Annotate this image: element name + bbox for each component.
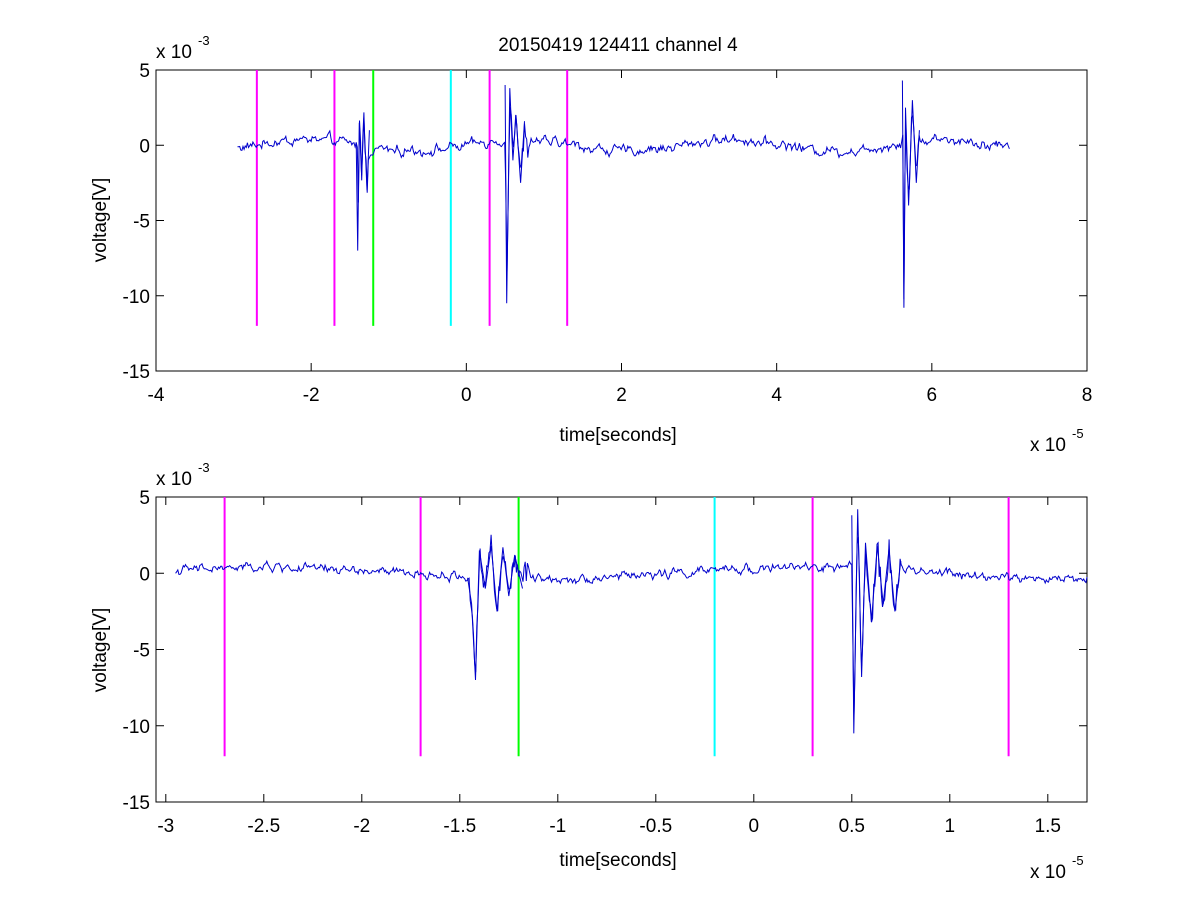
top-y-tick-label: -10 [123, 287, 150, 308]
top-x-axis-label: time[seconds] [559, 425, 676, 446]
bottom-signal-burst [467, 545, 523, 681]
bottom-y-multiplier-exponent: -3 [198, 460, 210, 475]
top-y-tick-label: 0 [139, 136, 150, 157]
bottom-y-axis-label: voltage[V] [90, 608, 111, 693]
bottom-y-tick-label: 5 [139, 488, 150, 509]
top-y-tick-label: 5 [139, 61, 150, 82]
bottom-x-tick-label: -3 [157, 816, 174, 837]
bottom-x-multiplier-exponent: -5 [1072, 853, 1084, 868]
bottom-y-tick-label: 0 [139, 564, 150, 585]
bottom-x-tick-label: -0.5 [639, 816, 672, 837]
bottom-x-tick-label: -2 [353, 816, 370, 837]
top-x-tick-label: 4 [771, 385, 782, 406]
top-signal-burst [504, 84, 525, 304]
bottom-axes: -3 -2.5 -2 -1.5 -1 -0.5 0 0.5 1 1.5 -15 -10 -5 0 5 ti… [90, 460, 1088, 883]
figure-title: 20150419 124411 channel 4 [498, 35, 738, 56]
top-signal-burst [355, 118, 370, 251]
bottom-signal-series [175, 509, 1088, 734]
top-x-ticks: -4 -2 0 2 4 6 8 [148, 70, 1093, 406]
bottom-marker-lines [223, 497, 1010, 757]
top-x-tick-label: 6 [927, 385, 938, 406]
bottom-x-tick-label: -1.5 [443, 816, 476, 837]
top-x-tick-label: 8 [1082, 385, 1093, 406]
top-x-tick-label: 2 [616, 385, 627, 406]
top-x-multiplier-exponent: -5 [1072, 426, 1084, 441]
top-signal-burst [901, 80, 920, 308]
top-y-ticks: -15 -10 -5 0 5 [123, 61, 1087, 383]
top-axes: -4 -2 0 2 4 6 8 -15 -10 -5 0 5 time[seconds] volta… [90, 33, 1092, 456]
top-x-multiplier: x 10 [1030, 435, 1066, 456]
bottom-x-tick-label: -2.5 [247, 816, 280, 837]
bottom-signal-line [175, 534, 1088, 720]
bottom-x-axis-label: time[seconds] [559, 850, 676, 871]
bottom-y-ticks: -15 -10 -5 0 5 [123, 488, 1087, 814]
top-marker-lines [255, 70, 569, 326]
bottom-y-tick-label: -15 [123, 793, 150, 814]
top-y-axis-label: voltage[V] [90, 178, 111, 263]
top-x-tick-label: -4 [148, 385, 165, 406]
bottom-x-tick-label: 1.5 [1035, 816, 1061, 837]
top-signal-series [237, 80, 1010, 308]
top-y-multiplier-exponent: -3 [198, 33, 210, 48]
bottom-x-multiplier: x 10 [1030, 862, 1066, 883]
bottom-x-tick-label: 0 [749, 816, 760, 837]
bottom-signal-burst [851, 509, 902, 734]
bottom-x-tick-label: 1 [945, 816, 956, 837]
top-x-tick-label: 0 [461, 385, 472, 406]
bottom-x-tick-label: -1 [549, 816, 566, 837]
top-y-multiplier: x 10 [156, 42, 192, 63]
bottom-x-tick-label: 0.5 [839, 816, 865, 837]
bottom-y-tick-label: -10 [123, 717, 150, 738]
bottom-y-tick-label: -5 [133, 641, 150, 662]
top-y-tick-label: -5 [133, 212, 150, 233]
bottom-x-ticks: -3 -2.5 -2 -1.5 -1 -0.5 0 0.5 1 1.5 [157, 497, 1061, 837]
top-x-tick-label: -2 [303, 385, 320, 406]
bottom-y-multiplier: x 10 [156, 469, 192, 490]
top-y-tick-label: -15 [123, 362, 150, 383]
